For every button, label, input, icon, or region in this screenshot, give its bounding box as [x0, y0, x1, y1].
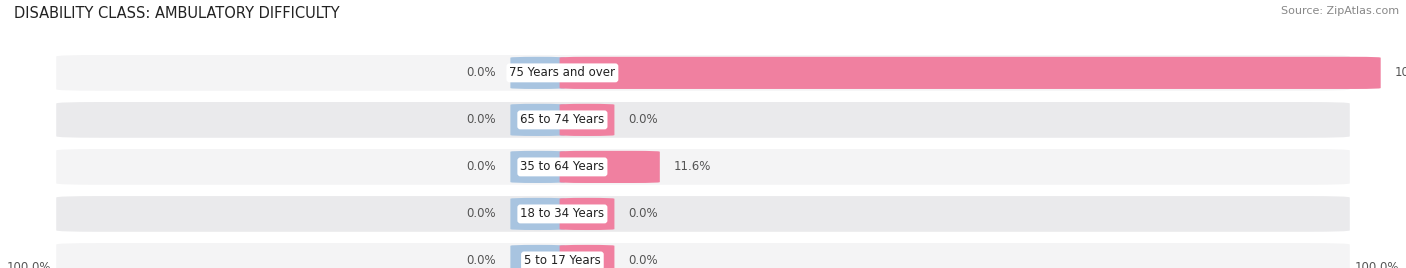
Text: 0.0%: 0.0%: [628, 207, 658, 220]
FancyBboxPatch shape: [510, 57, 565, 89]
Text: 0.0%: 0.0%: [467, 66, 496, 79]
FancyBboxPatch shape: [560, 57, 1381, 89]
Text: 100.0%: 100.0%: [1354, 260, 1399, 268]
Text: 11.6%: 11.6%: [673, 161, 711, 173]
Text: 5 to 17 Years: 5 to 17 Years: [524, 254, 600, 267]
FancyBboxPatch shape: [56, 196, 1350, 232]
Text: 0.0%: 0.0%: [467, 207, 496, 220]
FancyBboxPatch shape: [56, 149, 1350, 185]
Text: Source: ZipAtlas.com: Source: ZipAtlas.com: [1281, 6, 1399, 16]
FancyBboxPatch shape: [56, 55, 1350, 91]
FancyBboxPatch shape: [510, 151, 565, 183]
Text: 0.0%: 0.0%: [467, 161, 496, 173]
FancyBboxPatch shape: [510, 245, 565, 268]
FancyBboxPatch shape: [56, 243, 1350, 268]
FancyBboxPatch shape: [560, 245, 614, 268]
Text: 100.0%: 100.0%: [1395, 66, 1406, 79]
Text: 0.0%: 0.0%: [628, 113, 658, 126]
Text: 0.0%: 0.0%: [628, 254, 658, 267]
Text: 0.0%: 0.0%: [467, 113, 496, 126]
Text: 100.0%: 100.0%: [7, 260, 52, 268]
Text: 18 to 34 Years: 18 to 34 Years: [520, 207, 605, 220]
FancyBboxPatch shape: [560, 198, 614, 230]
FancyBboxPatch shape: [510, 198, 565, 230]
Text: 35 to 64 Years: 35 to 64 Years: [520, 161, 605, 173]
FancyBboxPatch shape: [560, 104, 614, 136]
FancyBboxPatch shape: [560, 151, 659, 183]
Text: DISABILITY CLASS: AMBULATORY DIFFICULTY: DISABILITY CLASS: AMBULATORY DIFFICULTY: [14, 6, 340, 21]
Text: 75 Years and over: 75 Years and over: [509, 66, 616, 79]
FancyBboxPatch shape: [56, 102, 1350, 138]
Text: 0.0%: 0.0%: [467, 254, 496, 267]
FancyBboxPatch shape: [510, 104, 565, 136]
Text: 65 to 74 Years: 65 to 74 Years: [520, 113, 605, 126]
